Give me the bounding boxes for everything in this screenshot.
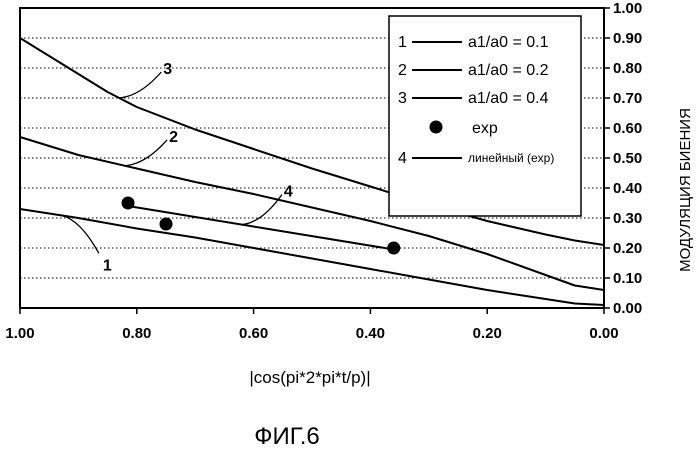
- legend-label-exp: exp: [472, 120, 498, 137]
- x-tick-label: 0.20: [473, 325, 502, 342]
- y-tick-labels: 0.00 0.10 0.20 0.30 0.40 0.50 0.60 0.70 0.80 0.90…: [604, 0, 642, 317]
- exp-point: [122, 197, 135, 210]
- x-tick-label: 0.80: [122, 325, 151, 342]
- y-axis-title: МОДУЛЯЦИЯ БИЕНИЯ: [677, 108, 694, 272]
- figure-caption: ФИГ.6: [254, 423, 320, 450]
- y-tick-label: 0.20: [613, 240, 642, 257]
- legend-label-4: линейный (exp): [468, 151, 554, 165]
- exp-points: [122, 197, 401, 255]
- x-tick-label: 0.00: [589, 325, 618, 342]
- y-tick-label: 0.70: [613, 90, 642, 107]
- y-tick-label: 0.60: [613, 120, 642, 137]
- callout-label: 1: [103, 257, 112, 274]
- x-tick-labels: 1.00 0.80 0.60 0.40 0.20 0.00: [5, 308, 618, 342]
- legend-label-3: a1/a0 = 0.4: [468, 90, 549, 107]
- legend-number-3: 3: [398, 90, 407, 107]
- y-tick-label: 0.80: [613, 60, 642, 77]
- exp-point: [387, 242, 400, 255]
- y-tick-label: 0.10: [613, 270, 642, 287]
- legend: 1 a1/a0 = 0.1 2 a1/a0 = 0.2 3 a1/a0 = 0.…: [389, 16, 581, 216]
- legend-number-2: 2: [398, 62, 407, 79]
- x-tick-label: 0.60: [239, 325, 268, 342]
- exp-point: [160, 218, 173, 231]
- x-axis-title: |cos(pi*2*pi*t/p)|: [249, 368, 370, 387]
- y-tick-label: 0.90: [613, 30, 642, 47]
- y-tick-label: 0.00: [613, 300, 642, 317]
- x-tick-label: 1.00: [5, 325, 34, 342]
- y-tick-label: 0.40: [613, 180, 642, 197]
- y-tick-label: 0.50: [613, 150, 642, 167]
- legend-label-2: a1/a0 = 0.2: [468, 62, 549, 79]
- series-callouts: 1 2 3 4: [61, 61, 293, 274]
- callout-label: 2: [169, 129, 178, 146]
- y-tick-label: 0.30: [613, 210, 642, 227]
- callout-label: 4: [284, 184, 293, 201]
- callout-leader: [119, 72, 161, 98]
- callout-leader: [125, 140, 167, 166]
- legend-marker-exp: [430, 121, 443, 134]
- legend-label-1: a1/a0 = 0.1: [468, 34, 549, 51]
- callout-label: 3: [163, 61, 172, 78]
- y-tick-label: 1.00: [613, 0, 642, 17]
- legend-number-1: 1: [398, 34, 407, 51]
- legend-number-4: 4: [398, 150, 407, 167]
- x-tick-label: 0.40: [356, 325, 385, 342]
